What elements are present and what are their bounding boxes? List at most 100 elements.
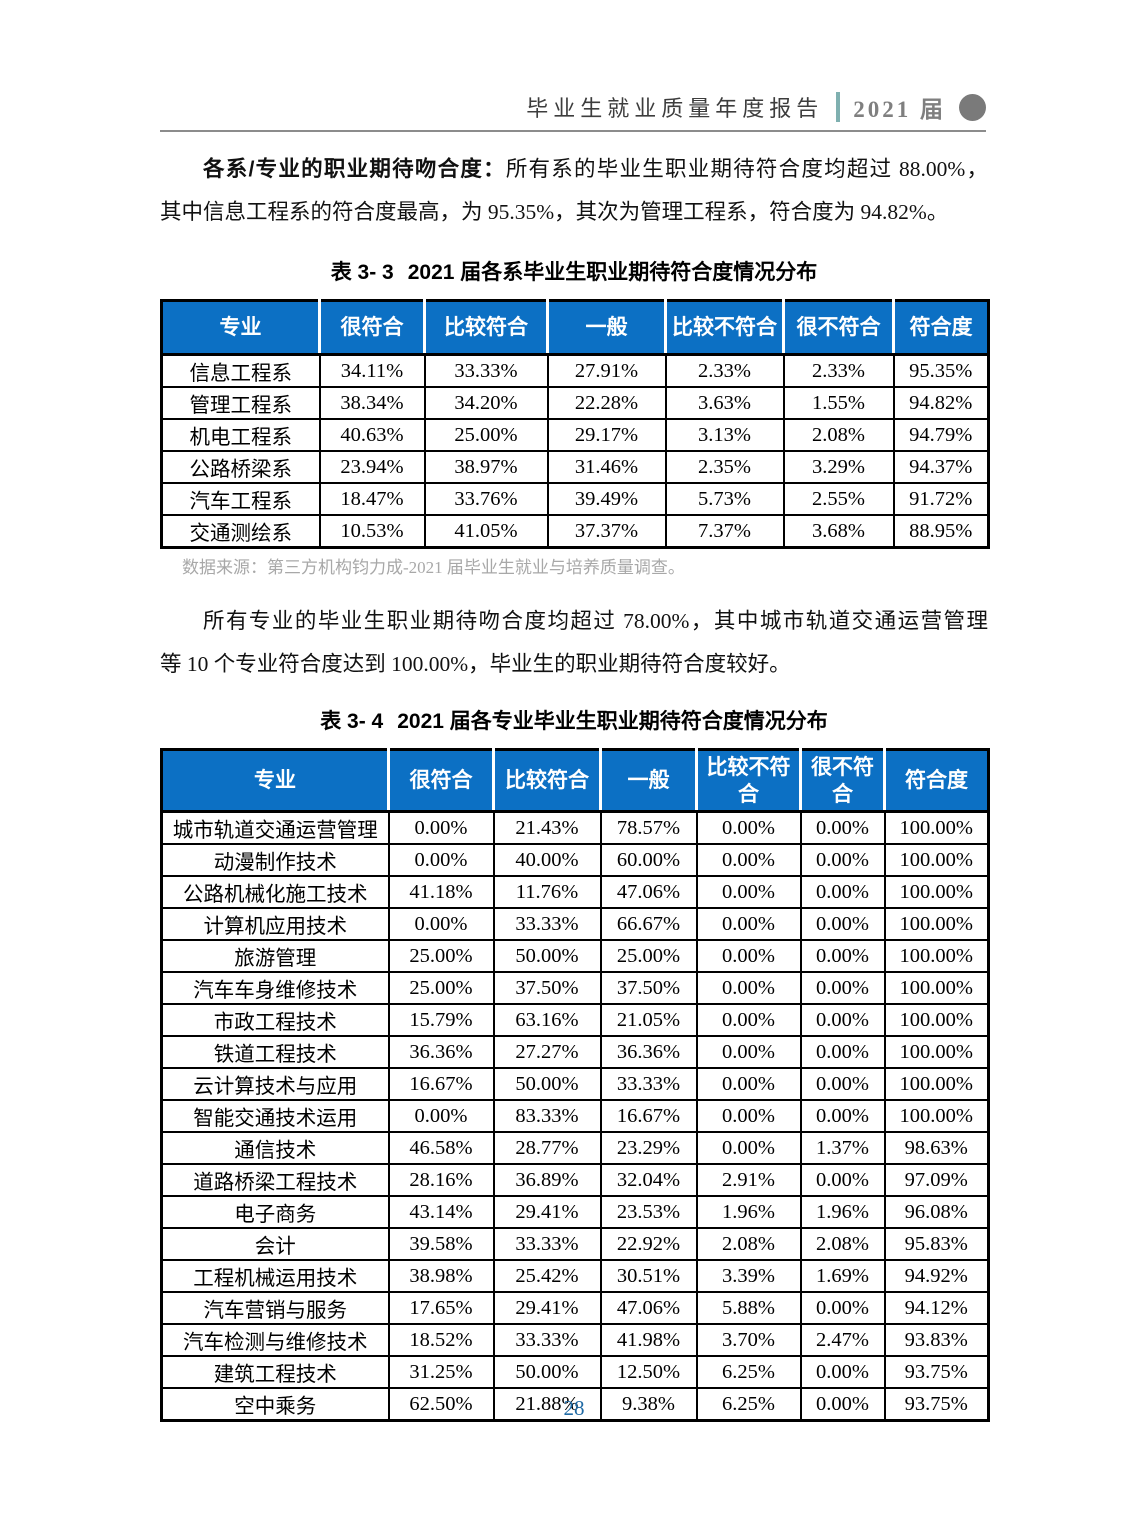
percentage-cell: 22.92% (599, 1227, 698, 1261)
major-name-cell: 工程机械运用技术 (160, 1259, 390, 1293)
percentage-cell: 50.00% (492, 939, 602, 973)
table-row: 旅游管理 25.00% 50.00% 25.00% 0.00% 0.00% 100.00% (160, 939, 990, 973)
percentage-cell: 27.27% (492, 1035, 602, 1069)
percentage-cell: 100.00% (883, 810, 990, 845)
paragraph-lead-in: 各系/专业的职业期待吻合度： (203, 157, 506, 181)
percentage-cell: 21.05% (599, 1003, 698, 1037)
percentage-cell: 100.00% (883, 907, 990, 941)
paragraph-line: 各系/专业的职业期待吻合度：所有系的毕业生职业期待符合度均超过 88.00%， (160, 148, 988, 191)
major-name-cell: 管理工程系 (160, 386, 321, 420)
percentage-cell: 1.69% (799, 1259, 886, 1293)
percentage-cell: 50.00% (492, 1067, 602, 1101)
percentage-cell: 2.47% (799, 1323, 886, 1357)
percentage-cell: 39.49% (546, 482, 667, 516)
major-name-cell: 公路机械化施工技术 (160, 875, 390, 909)
percentage-cell: 0.00% (799, 1035, 886, 1069)
percentage-cell: 60.00% (599, 843, 698, 877)
percentage-cell: 33.76% (423, 482, 549, 516)
percentage-cell: 96.08% (883, 1195, 990, 1229)
percentage-cell: 36.89% (492, 1163, 602, 1197)
circle-icon (959, 93, 986, 121)
table-row: 智能交通技术运用 0.00% 83.33% 16.67% 0.00% 0.00% 100.0… (160, 1099, 990, 1133)
percentage-cell: 32.04% (599, 1163, 698, 1197)
percentage-cell: 100.00% (883, 1035, 990, 1069)
percentage-cell: 93.75% (883, 1355, 990, 1389)
table-row: 公路机械化施工技术 41.18% 11.76% 47.06% 0.00% 0.00% 100… (160, 875, 990, 909)
percentage-cell: 40.00% (492, 843, 602, 877)
report-title: 毕业生就业质量年度报告 (526, 96, 824, 121)
percentage-cell: 95.83% (883, 1227, 990, 1261)
column-header: 比较符合 (423, 299, 549, 356)
table-3-3-caption: 表 3- 3 2021 届各系毕业生职业期待符合度情况分布 (160, 258, 988, 288)
percentage-cell: 0.00% (695, 810, 802, 845)
percentage-cell: 33.33% (492, 1323, 602, 1357)
percentage-cell: 100.00% (883, 1003, 990, 1037)
header-rule (160, 130, 986, 132)
column-header: 很不符合 (782, 299, 895, 356)
percentage-cell: 0.00% (799, 1291, 886, 1325)
percentage-cell: 97.09% (883, 1163, 990, 1197)
percentage-cell: 95.35% (892, 353, 990, 388)
column-header: 一般 (599, 748, 698, 813)
percentage-cell: 25.42% (492, 1259, 602, 1293)
major-name-cell: 智能交通技术运用 (160, 1099, 390, 1133)
major-name-cell: 城市轨道交通运营管理 (160, 810, 390, 845)
paragraph-line: 等 10 个专业符合度达到 100.00%，毕业生的职业期待符合度较好。 (160, 652, 791, 676)
percentage-cell: 0.00% (695, 907, 802, 941)
percentage-cell: 3.13% (664, 418, 785, 452)
paragraph-majors: 所有专业的毕业生职业期待吻合度均超过 78.00%，其中城市轨道交通运营管理 等… (160, 600, 988, 686)
table-row: 信息工程系 34.11% 33.33% 27.91% 2.33% 2.33% 95.35% (160, 353, 990, 388)
percentage-cell: 38.98% (387, 1259, 495, 1293)
percentage-cell: 28.16% (387, 1163, 495, 1197)
percentage-cell: 100.00% (883, 843, 990, 877)
percentage-cell: 0.00% (387, 1099, 495, 1133)
table-row: 汽车营销与服务 17.65% 29.41% 47.06% 5.88% 0.00% 94.12… (160, 1291, 990, 1325)
table-row: 交通测绘系 10.53% 41.05% 37.37% 7.37% 3.68% 88.95% (160, 514, 990, 549)
percentage-cell: 0.00% (387, 843, 495, 877)
percentage-cell: 1.96% (695, 1195, 802, 1229)
page-header: 毕业生就业质量年度报告 2021 届 (160, 90, 986, 124)
major-name-cell: 建筑工程技术 (160, 1355, 390, 1389)
percentage-cell: 25.00% (387, 939, 495, 973)
percentage-cell: 6.25% (695, 1355, 802, 1389)
percentage-cell: 0.00% (799, 875, 886, 909)
table-row: 电子商务 43.14% 29.41% 23.53% 1.96% 1.96% 96.08% (160, 1195, 990, 1229)
major-name-cell: 汽车检测与维修技术 (160, 1323, 390, 1357)
percentage-cell: 25.00% (599, 939, 698, 973)
major-name-cell: 铁道工程技术 (160, 1035, 390, 1069)
major-name-cell: 旅游管理 (160, 939, 390, 973)
percentage-cell: 6.25% (695, 1387, 802, 1422)
percentage-cell: 0.00% (695, 971, 802, 1005)
percentage-cell: 2.08% (782, 418, 895, 452)
percentage-cell: 30.51% (599, 1259, 698, 1293)
table-3-4-caption: 表 3- 4 2021 届各专业毕业生职业期待符合度情况分布 (160, 707, 988, 737)
percentage-cell: 0.00% (799, 1067, 886, 1101)
percentage-cell: 2.33% (664, 353, 785, 388)
percentage-cell: 23.94% (318, 450, 426, 484)
percentage-cell: 23.53% (599, 1195, 698, 1229)
percentage-cell: 2.08% (799, 1227, 886, 1261)
percentage-cell: 1.55% (782, 386, 895, 420)
major-name-cell: 公路桥梁系 (160, 450, 321, 484)
percentage-cell: 23.29% (599, 1131, 698, 1165)
major-name-cell: 市政工程技术 (160, 1003, 390, 1037)
percentage-cell: 41.05% (423, 514, 549, 549)
page-number: 28 (563, 1396, 585, 1420)
data-source-note: 数据来源：第三方机构钧力成-2021 届毕业生就业与培养质量调查。 (182, 558, 685, 577)
percentage-cell: 33.33% (492, 1227, 602, 1261)
percentage-cell: 16.67% (599, 1099, 698, 1133)
major-name-cell: 云计算技术与应用 (160, 1067, 390, 1101)
percentage-cell: 3.29% (782, 450, 895, 484)
percentage-cell: 0.00% (387, 907, 495, 941)
paragraph-text: 所有系的毕业生职业期待符合度均超过 88.00%， (505, 157, 988, 181)
table-row: 公路桥梁系 23.94% 38.97% 31.46% 2.35% 3.29% 94.37% (160, 450, 990, 484)
percentage-cell: 100.00% (883, 1099, 990, 1133)
percentage-cell: 0.00% (695, 1131, 802, 1165)
percentage-cell: 94.82% (892, 386, 990, 420)
percentage-cell: 5.88% (695, 1291, 802, 1325)
percentage-cell: 11.76% (492, 875, 602, 909)
percentage-cell: 0.00% (695, 1003, 802, 1037)
page-content: 各系/专业的职业期待吻合度：所有系的毕业生职业期待符合度均超过 88.00%， … (160, 148, 990, 1422)
major-name-cell: 计算机应用技术 (160, 907, 390, 941)
percentage-cell: 16.67% (387, 1067, 495, 1101)
